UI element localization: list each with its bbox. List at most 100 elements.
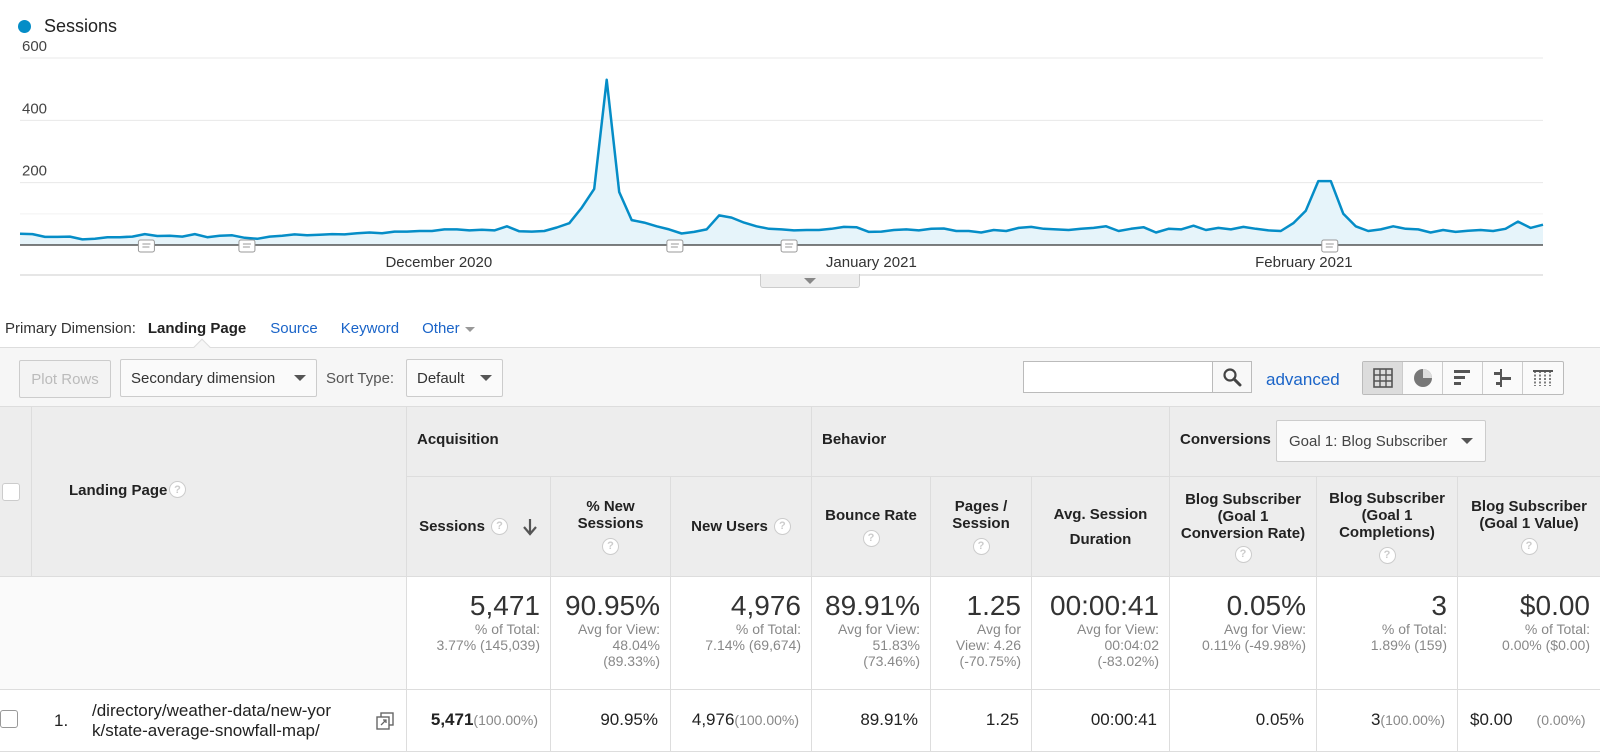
landing-page-header-label: Landing Page [69,482,168,499]
dropdown-arrow-icon [294,375,306,381]
completions-total-value: 3 [1431,590,1447,621]
help-icon[interactable]: ? [1234,545,1252,563]
help-icon[interactable]: ? [862,529,880,547]
landing-page-line2: k/state-average-snowfall-map/ [92,721,320,740]
conversion-rate-column-header[interactable]: Blog Subscriber (Goal 1 Conversion Rate)… [1170,477,1317,577]
row-bounce-rate: 89.91% [812,690,931,752]
acquisition-group-header: Acquisition [407,407,812,477]
sessions-column-header[interactable]: Sessions ? [407,477,551,577]
pages-session-total-sub1: Avg for [976,621,1021,637]
completions-column-header[interactable]: Blog Subscriber (Goal 1 Completions) ? [1317,477,1458,577]
new-users-column-header[interactable]: New Users ? [671,477,812,577]
comparison-icon [1493,369,1511,387]
table-search-input[interactable] [1023,361,1213,393]
pivot-icon [1533,370,1553,386]
help-icon[interactable]: ? [972,538,990,555]
new-users-total-sub1: % of Total: [735,621,801,637]
row-goal-value-value: $0.00 [1470,710,1513,729]
sort-type-label: Sort Type: [326,370,395,387]
dimension-keyword[interactable]: Keyword [340,320,400,337]
view-performance-button[interactable] [1443,362,1483,394]
new-users-total: 4,976 % of Total: 7.14% (69,674) [671,577,812,690]
new-sessions-column-header[interactable]: % New Sessions ? [551,477,671,577]
bounce-rate-total-sub2: 51.83% [872,637,920,653]
sessions-total: 5,471 % of Total: 3.77% (145,039) [407,577,551,690]
new-sessions-total: 90.95% Avg for View: 48.04% (89.33%) [551,577,671,690]
y-tick-label: 400 [22,100,47,117]
goal-select-value: Goal 1: Blog Subscriber [1289,432,1448,450]
landing-page-header[interactable]: Landing Page ? [32,407,407,577]
landing-page-link[interactable]: /directory/weather-data/new-yor k/state-… [92,701,331,741]
pages-session-total: 1.25 Avg for View: 4.26 (-70.75%) [931,577,1032,690]
sessions-line [19,78,1544,241]
bounce-rate-total-sub3: (73.46%) [863,653,920,669]
dimension-source[interactable]: Source [270,320,318,337]
search-button[interactable] [1212,361,1252,393]
help-icon[interactable]: ? [1520,538,1538,555]
goal-value-column-header[interactable]: Blog Subscriber (Goal 1 Value) ? [1458,477,1600,577]
sessions-total-sub1: % of Total: [474,621,540,637]
bounce-rate-column-header[interactable]: Bounce Rate ? [812,477,931,577]
row-goal-value: $0.00 (0.00%) [1458,690,1600,752]
help-icon[interactable]: ? [773,518,791,535]
row-completions-pct: (100.00%) [1380,712,1445,728]
view-pie-button[interactable] [1403,362,1443,394]
sort-type-dropdown[interactable]: Default [406,359,503,397]
new-sessions-column-label: % New Sessions [577,498,644,532]
behavior-group-header: Behavior [812,407,1170,477]
advanced-filter-link[interactable]: advanced [1266,370,1340,389]
view-pivot-button[interactable] [1523,362,1563,394]
goal-value-total-sub2: 0.00% ($0.00) [1502,637,1590,653]
pages-session-total-sub3: (-70.75%) [959,653,1021,669]
pages-session-column-header[interactable]: Pages / Session ? [931,477,1032,577]
sessions-total-sub2: 3.77% (145,039) [436,637,540,653]
avg-duration-total: 00:00:41 Avg for View: 00:04:02 (-83.02%… [1032,577,1170,690]
completions-total-sub2: 1.89% (159) [1370,637,1447,653]
goal-value-total-value: $0.00 [1519,590,1590,621]
view-switcher [1362,361,1564,395]
table-toolbar: Plot Rows Secondary dimension Sort Type:… [0,347,1600,407]
open-external-icon[interactable] [376,712,394,730]
select-all-checkbox[interactable] [2,483,20,501]
avg-duration-total-value: 00:00:41 [1050,590,1159,621]
conversion-rate-column-label: Blog Subscriber (Goal 1 Conversion Rate) [1180,490,1306,542]
dimension-landing-page[interactable]: Landing Page [147,320,247,337]
row-completions: 3(100.00%) [1317,690,1458,752]
help-icon[interactable]: ? [602,538,619,555]
bar-chart-icon [1453,370,1470,385]
row-sessions-value: 5,471 [430,710,474,729]
row-pages-session: 1.25 [931,690,1032,752]
plot-rows-button[interactable]: Plot Rows [19,360,111,398]
row-checkbox[interactable] [0,710,18,728]
view-table-button[interactable] [1363,362,1403,394]
table-row-landing-page: 1. /directory/weather-data/new-yor k/sta… [0,690,407,752]
sessions-area [20,79,1543,245]
help-icon[interactable]: ? [169,481,186,498]
secondary-dimension-label: Secondary dimension [131,369,276,387]
secondary-dimension-dropdown[interactable]: Secondary dimension [120,359,317,397]
avg-duration-column-header[interactable]: Avg. Session Duration [1032,477,1170,577]
totals-label-cell [0,577,407,690]
row-completions-value: 3 [1370,710,1381,729]
bounce-rate-total-sub1: Avg for View: [838,621,920,637]
dimension-other[interactable]: Other [422,320,475,337]
grid-icon [1372,368,1393,388]
search-icon [1223,368,1242,387]
chart-legend[interactable]: Sessions [18,16,117,37]
annotation-icon [137,239,155,253]
avg-duration-total-sub1: Avg for View: [1077,621,1159,637]
chart-collapse-toggle[interactable] [760,274,860,288]
sort-descending-icon[interactable] [522,518,538,536]
completions-column-label: Blog Subscriber (Goal 1 Completions) [1329,489,1445,541]
row-sessions: 5,471(100.00%) [407,690,551,752]
annotation-icon [780,239,798,253]
row-goal-value-pct: (0.00%) [1536,712,1586,728]
x-tick-label: December 2020 [385,254,492,271]
sessions-chart: 200 400 600 December 2020 January 2021 Februa… [0,0,1600,300]
view-comparison-button[interactable] [1483,362,1523,394]
goal-select-dropdown[interactable]: Goal 1: Blog Subscriber [1276,420,1486,462]
help-icon[interactable]: ? [1378,546,1396,564]
row-avg-duration: 00:00:41 [1032,690,1170,752]
pie-chart-icon [1413,369,1432,387]
help-icon[interactable]: ? [490,518,508,535]
